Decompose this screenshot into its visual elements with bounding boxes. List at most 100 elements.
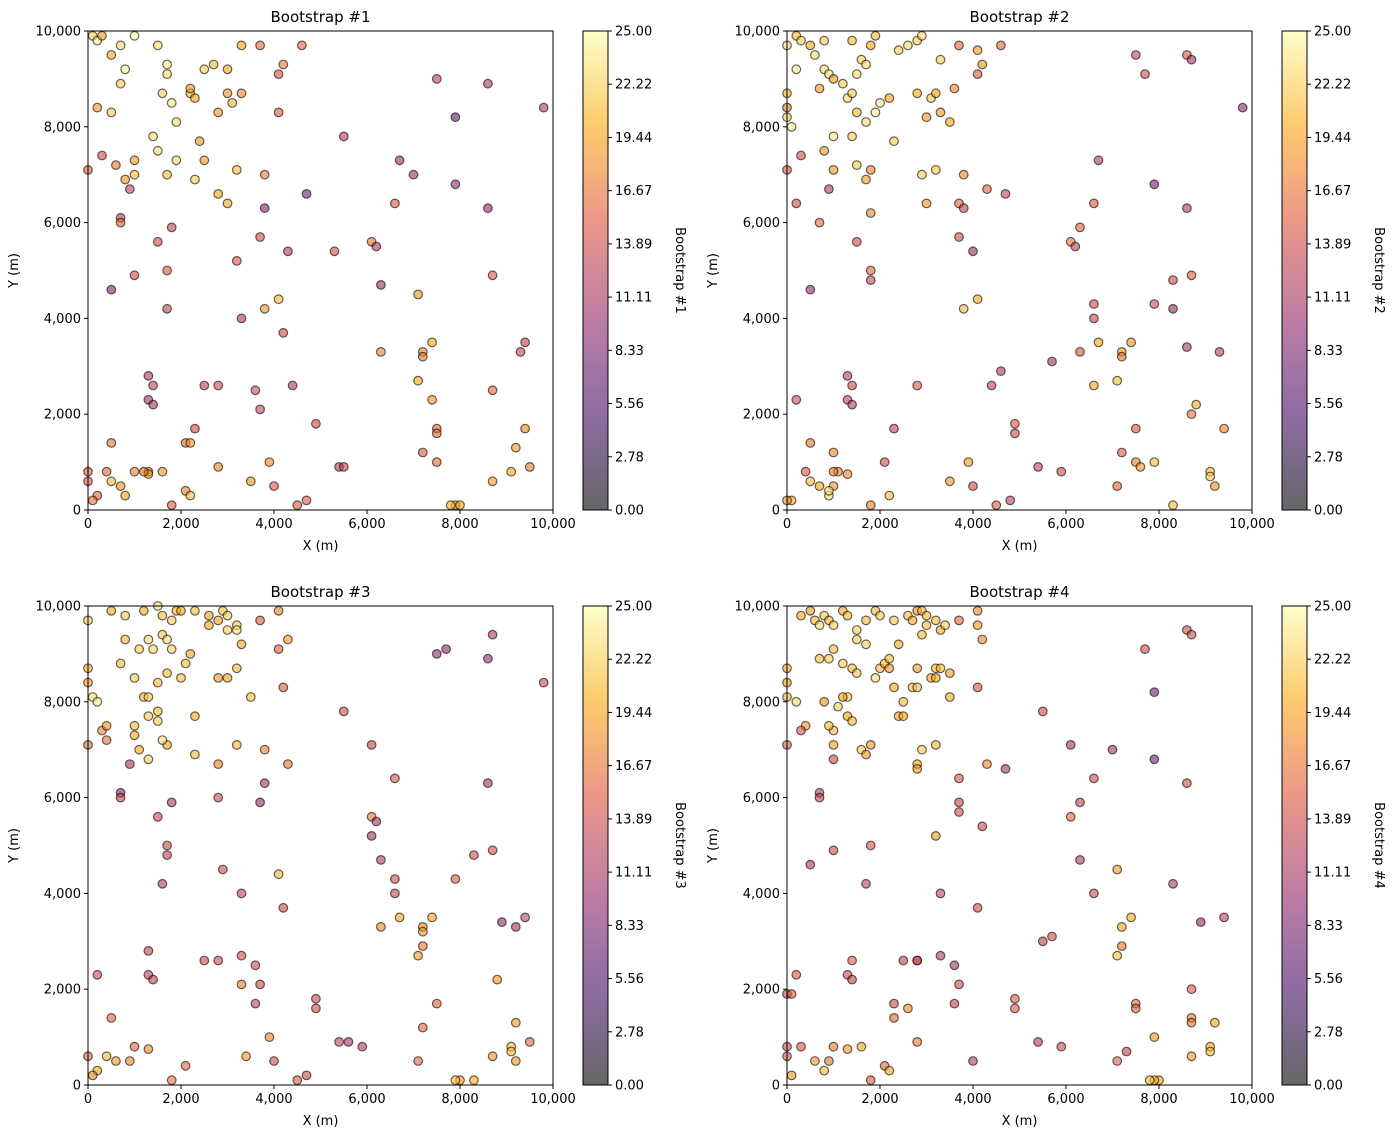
data-point [889, 998, 899, 1009]
data-point [441, 644, 452, 654]
data-point [940, 620, 950, 631]
data-point [157, 466, 168, 477]
data-point [148, 380, 159, 391]
data-point [301, 188, 312, 199]
data-point [1149, 299, 1160, 309]
data-point [842, 469, 853, 480]
y-axis-label: Y (m) [7, 253, 22, 289]
data-point [865, 500, 876, 511]
data-point [97, 30, 107, 41]
data-point [236, 950, 247, 961]
data-point [166, 222, 177, 233]
data-point [1209, 1017, 1220, 1028]
data-point [1130, 423, 1141, 434]
data-point [329, 246, 340, 257]
data-point [1140, 644, 1150, 654]
data-point [819, 1065, 830, 1076]
x-tick-label: 4,000 [954, 1092, 991, 1107]
colorbar [1282, 606, 1307, 1085]
data-point [366, 740, 377, 750]
data-point [236, 888, 247, 899]
colorbar-tick-label: 5.56 [615, 397, 644, 412]
data-point [1000, 188, 1011, 199]
data-point [455, 500, 465, 511]
data-point [930, 831, 941, 841]
data-point [837, 78, 848, 89]
data-point [949, 998, 960, 1009]
data-point [520, 423, 530, 434]
data-point [157, 88, 168, 99]
data-point [861, 174, 871, 185]
data-point [861, 117, 871, 127]
data-point [851, 625, 862, 635]
data-point [847, 380, 857, 391]
bootstrap-panel-4: X (m) Y (m) 0 2,000 4,000 6,000 8,000 10,000 0… [706, 583, 1386, 1129]
data-point [1065, 811, 1076, 822]
data-point [828, 644, 839, 654]
data-point [297, 40, 307, 51]
data-point [1112, 864, 1123, 875]
x-tick-label: 4,000 [255, 1092, 292, 1107]
data-point [1088, 198, 1099, 209]
data-point [828, 620, 839, 631]
data-point [166, 500, 177, 511]
data-point [311, 993, 321, 1004]
data-point [87, 1070, 98, 1081]
data-point [497, 917, 507, 927]
data-point [92, 102, 103, 113]
data-point [264, 457, 275, 468]
data-point [101, 735, 112, 745]
data-point [129, 155, 140, 166]
data-point [791, 696, 802, 707]
panel-title: Bootstrap #1 [271, 8, 371, 26]
data-point [828, 754, 839, 765]
colorbar-tick-label: 8.33 [615, 919, 644, 934]
colorbar-tick-label: 0.00 [615, 1079, 644, 1094]
data-point [796, 725, 806, 736]
data-point [213, 673, 224, 683]
data-point [371, 816, 382, 827]
x-tick-label: 6,000 [1047, 517, 1084, 532]
data-point [376, 922, 386, 932]
y-tick-label: 2,000 [44, 983, 81, 998]
data-point [524, 462, 535, 472]
data-point [273, 69, 284, 79]
data-point [390, 773, 400, 784]
data-point [972, 620, 983, 631]
data-point [408, 169, 419, 180]
data-point [1075, 855, 1085, 865]
data-point [889, 1013, 899, 1023]
data-point [390, 874, 400, 884]
data-point [912, 88, 923, 99]
data-point [189, 711, 200, 722]
data-point [431, 998, 442, 1009]
data-point [833, 701, 843, 712]
data-point [847, 716, 857, 726]
data-point [287, 380, 298, 391]
data-point [828, 447, 839, 458]
data-point [222, 610, 233, 621]
data-point [148, 644, 159, 654]
data-point [115, 217, 126, 228]
data-point [180, 1060, 191, 1071]
colorbar-tick-label: 25.00 [615, 25, 652, 40]
data-point [1116, 922, 1127, 932]
plot-area [88, 31, 553, 510]
colorbar-frame [1281, 30, 1308, 511]
colorbar-tick-label: 25.00 [615, 600, 652, 615]
data-point [856, 1041, 867, 1052]
y-tick-label: 6,000 [44, 216, 81, 231]
data-point [1056, 1041, 1067, 1052]
data-point [129, 169, 140, 180]
data-point [958, 203, 969, 214]
data-point [269, 481, 279, 492]
data-point [92, 969, 103, 980]
data-point [912, 1036, 923, 1047]
data-point [222, 64, 233, 75]
data-point [930, 740, 941, 750]
data-point [231, 625, 242, 635]
data-point [283, 759, 293, 769]
data-point [889, 136, 899, 147]
data-point [515, 347, 526, 357]
data-point [213, 792, 224, 803]
